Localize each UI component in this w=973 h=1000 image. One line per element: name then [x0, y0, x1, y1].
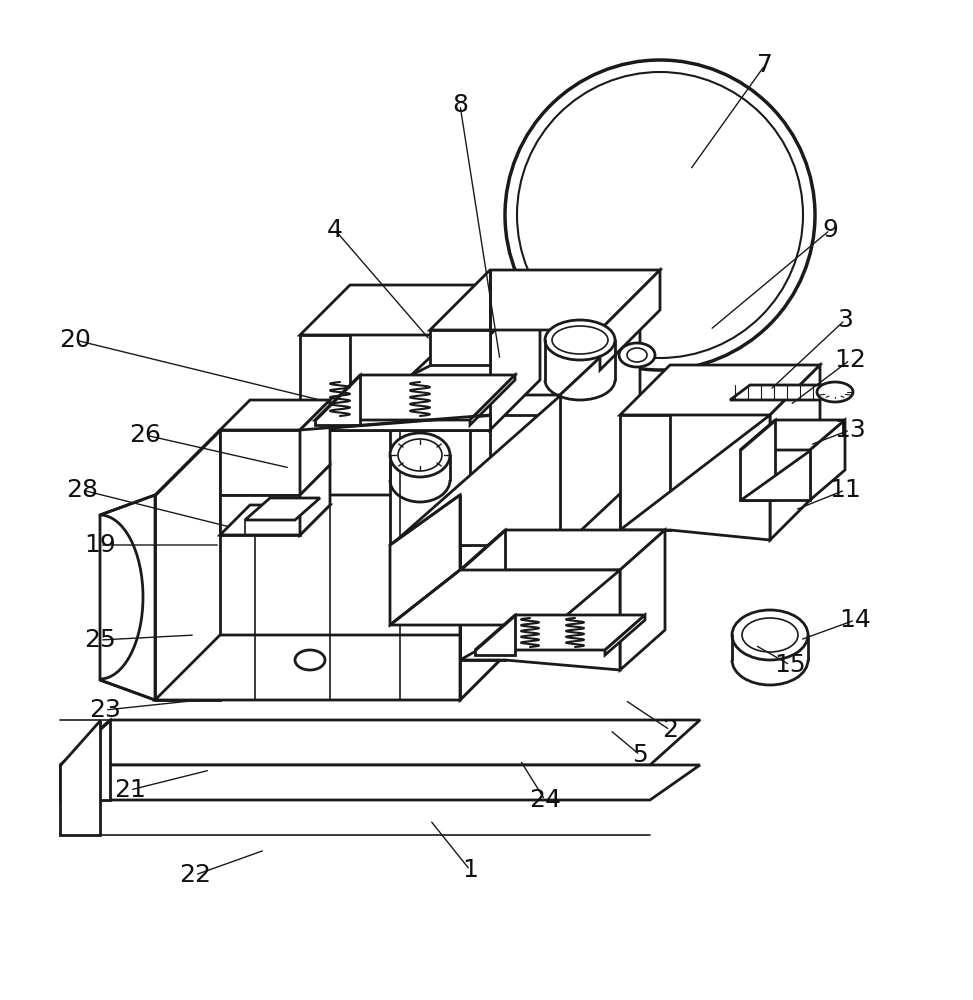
- Text: 24: 24: [529, 788, 561, 812]
- Polygon shape: [605, 615, 645, 655]
- Ellipse shape: [732, 610, 808, 660]
- Polygon shape: [300, 400, 330, 495]
- Text: 3: 3: [837, 308, 853, 332]
- Polygon shape: [220, 495, 300, 535]
- Polygon shape: [155, 430, 220, 700]
- Polygon shape: [390, 495, 460, 625]
- Polygon shape: [560, 320, 640, 550]
- Text: 25: 25: [84, 628, 116, 652]
- Polygon shape: [300, 415, 490, 430]
- Polygon shape: [430, 270, 490, 365]
- Polygon shape: [390, 395, 470, 545]
- Ellipse shape: [817, 382, 853, 402]
- Polygon shape: [315, 375, 360, 425]
- Polygon shape: [300, 335, 350, 430]
- Polygon shape: [460, 530, 665, 570]
- Polygon shape: [300, 465, 330, 535]
- Polygon shape: [600, 270, 660, 370]
- Polygon shape: [100, 495, 155, 700]
- Text: 22: 22: [179, 863, 211, 887]
- Text: 4: 4: [327, 218, 343, 242]
- Polygon shape: [475, 615, 645, 650]
- Text: 28: 28: [66, 478, 98, 502]
- Ellipse shape: [390, 433, 450, 477]
- Polygon shape: [430, 270, 660, 330]
- Text: 13: 13: [834, 418, 866, 442]
- Polygon shape: [460, 415, 620, 570]
- Polygon shape: [810, 420, 845, 500]
- Ellipse shape: [619, 343, 655, 367]
- Polygon shape: [460, 430, 525, 700]
- Polygon shape: [245, 498, 320, 520]
- Polygon shape: [60, 765, 700, 800]
- Polygon shape: [60, 720, 110, 800]
- Polygon shape: [740, 420, 845, 450]
- Polygon shape: [620, 415, 770, 540]
- Polygon shape: [155, 635, 525, 700]
- Polygon shape: [470, 375, 515, 425]
- Text: 23: 23: [90, 698, 121, 722]
- Text: 11: 11: [829, 478, 861, 502]
- Polygon shape: [620, 365, 820, 415]
- Text: 20: 20: [59, 328, 90, 352]
- Polygon shape: [220, 505, 330, 535]
- Ellipse shape: [295, 650, 325, 670]
- Text: 7: 7: [757, 53, 773, 77]
- Ellipse shape: [627, 348, 647, 362]
- Polygon shape: [220, 400, 330, 430]
- Text: 8: 8: [452, 93, 468, 117]
- Text: 2: 2: [662, 718, 678, 742]
- Polygon shape: [390, 320, 640, 395]
- Text: 9: 9: [822, 218, 838, 242]
- Text: 5: 5: [632, 743, 648, 767]
- Polygon shape: [770, 365, 820, 540]
- Polygon shape: [300, 285, 540, 335]
- Polygon shape: [620, 415, 670, 530]
- Text: 1: 1: [462, 858, 478, 882]
- Polygon shape: [60, 720, 100, 835]
- Polygon shape: [460, 530, 505, 660]
- Text: 19: 19: [84, 533, 116, 557]
- Text: 26: 26: [129, 423, 161, 447]
- Ellipse shape: [505, 60, 815, 370]
- Polygon shape: [730, 385, 840, 400]
- Ellipse shape: [545, 320, 615, 360]
- Polygon shape: [390, 395, 560, 545]
- Polygon shape: [300, 335, 490, 430]
- Ellipse shape: [742, 618, 798, 652]
- Ellipse shape: [552, 326, 608, 354]
- Polygon shape: [60, 720, 700, 765]
- Polygon shape: [155, 430, 525, 495]
- Ellipse shape: [398, 439, 442, 471]
- Polygon shape: [315, 375, 515, 420]
- Polygon shape: [490, 285, 540, 430]
- Polygon shape: [740, 450, 810, 500]
- Polygon shape: [740, 420, 775, 500]
- Polygon shape: [390, 570, 620, 625]
- Polygon shape: [460, 570, 620, 670]
- Polygon shape: [220, 430, 300, 495]
- Ellipse shape: [517, 72, 803, 358]
- Polygon shape: [620, 530, 665, 670]
- Text: 12: 12: [834, 348, 866, 372]
- Text: 14: 14: [839, 608, 871, 632]
- Text: 15: 15: [775, 653, 806, 677]
- Text: 21: 21: [114, 778, 146, 802]
- Polygon shape: [475, 615, 515, 655]
